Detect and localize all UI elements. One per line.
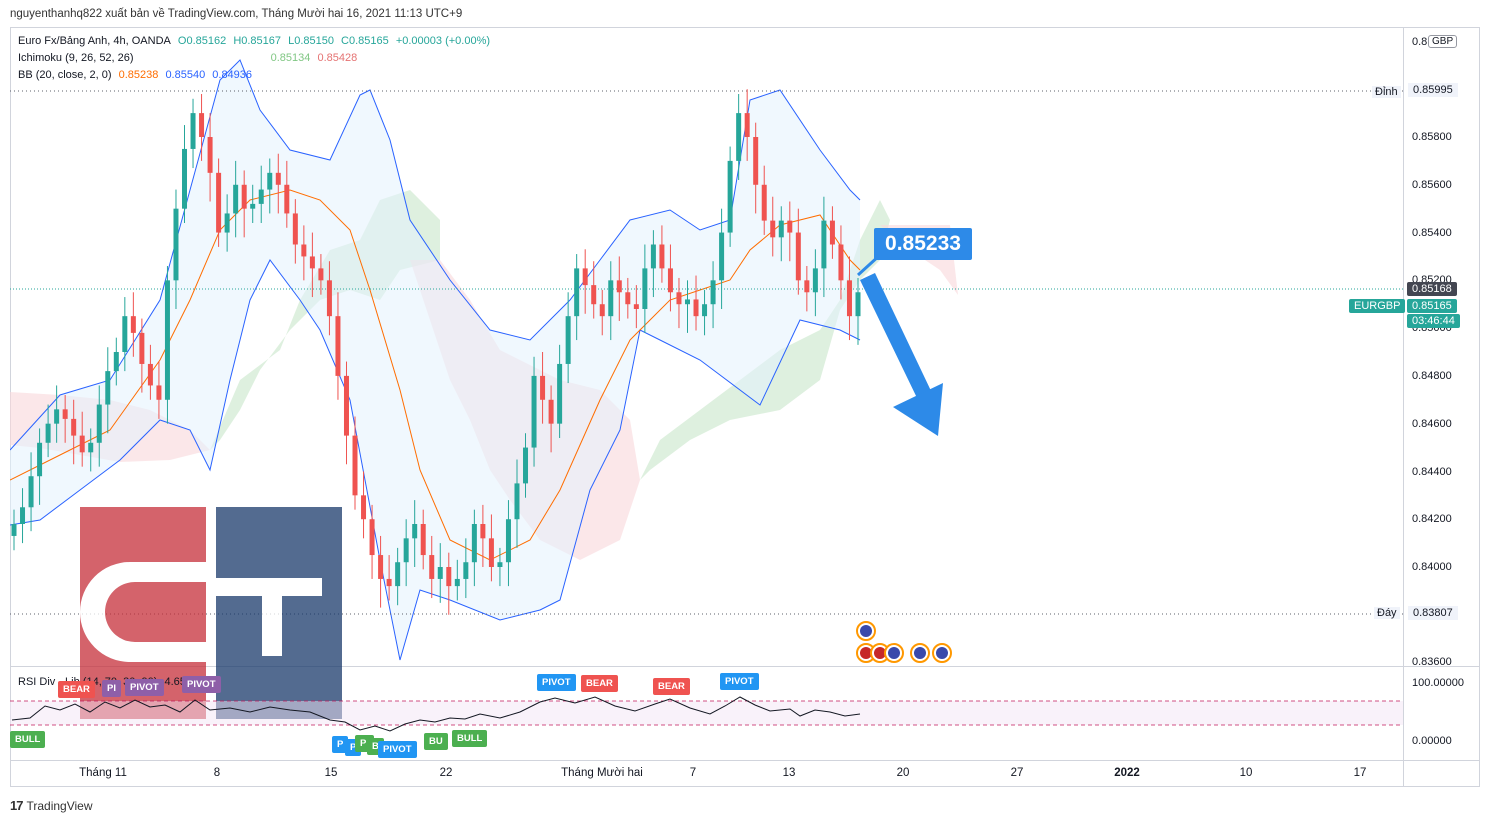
publication-header: nguyenthanhq822 xuất bản về TradingView.… xyxy=(10,8,463,20)
symbol-tag[interactable]: EURGBP xyxy=(1349,299,1406,313)
symbol-title: Euro Fx/Bảng Anh, 4h, OANDA xyxy=(18,35,171,47)
price-tick: 0.85600 xyxy=(1412,179,1452,191)
bull-signal: BULL xyxy=(10,731,46,748)
pivot-signal: PIVOT xyxy=(720,673,759,690)
high-value: H0.85167 xyxy=(233,35,282,47)
time-tick: 20 xyxy=(896,767,910,779)
bb-lower-value: 0.84936 xyxy=(212,69,253,81)
current-price-tag: 0.85165 xyxy=(1407,299,1457,313)
low-value: L0.85150 xyxy=(288,35,334,47)
time-tick: 17 xyxy=(1353,767,1367,779)
time-tick-year: 2022 xyxy=(1114,767,1140,779)
ichimoku-value-b: 0.85428 xyxy=(317,52,358,64)
price-tick: 0.84000 xyxy=(1412,561,1452,573)
time-tick: Tháng Mười hai xyxy=(561,767,643,779)
time-tick: 27 xyxy=(1010,767,1024,779)
tradingview-brand: TradingView xyxy=(26,798,93,813)
change-value: +0.00003 (+0.00%) xyxy=(395,35,491,47)
bb-legend[interactable]: BB (20, close, 2, 0) 0.85238 0.85540 0.8… xyxy=(18,69,256,81)
tradingview-footer[interactable]: 17 TradingView xyxy=(10,798,93,813)
open-value: O0.85162 xyxy=(177,35,227,47)
tradingview-logo-icon: 17 xyxy=(10,798,24,813)
ichimoku-legend[interactable]: Ichimoku (9, 26, 52, 26) 0.85134 0.85428 xyxy=(18,52,361,64)
pivot-signal: PI xyxy=(102,680,121,697)
bb-title: BB (20, close, 2, 0) xyxy=(18,69,112,81)
bear-signal: BEAR xyxy=(653,678,690,695)
rsi-axis-top: 100.00000 xyxy=(1412,677,1464,689)
price-tick: 0.85400 xyxy=(1412,227,1452,239)
pivot-signal: PIVOT xyxy=(378,741,417,758)
price-axis-separator xyxy=(1403,27,1404,787)
ichimoku-value-a: 0.85134 xyxy=(270,52,311,64)
bb-basis-value: 0.85238 xyxy=(118,69,159,81)
time-tick: 8 xyxy=(213,767,221,779)
last-price-tag: 0.85168 xyxy=(1407,282,1457,296)
price-tick: 0.84600 xyxy=(1412,418,1452,430)
rsi-axis-bottom: 0.00000 xyxy=(1412,735,1452,747)
pivot-signal: PIVOT xyxy=(125,679,164,696)
pane-separator[interactable] xyxy=(10,666,1480,667)
bb-upper-value: 0.85540 xyxy=(165,69,206,81)
pivot-signal: PIVOT xyxy=(537,674,576,691)
price-tick: 0.84400 xyxy=(1412,466,1452,478)
ichimoku-title: Ichimoku (9, 26, 52, 26) xyxy=(18,52,134,64)
price-tick: 0.84800 xyxy=(1412,370,1452,382)
pivot-signal: PIVOT xyxy=(182,676,221,693)
high-value-tag: 0.85995 xyxy=(1408,83,1458,97)
high-label: Đỉnh xyxy=(1372,86,1401,98)
price-tick: 0.83600 xyxy=(1412,656,1452,668)
time-tick: Tháng 11 xyxy=(79,767,127,779)
currency-selector[interactable]: GBP xyxy=(1428,35,1458,48)
target-price-callout[interactable]: 0.85233 xyxy=(874,228,972,260)
pivot-signal: P xyxy=(332,736,349,753)
low-label: Đáy xyxy=(1374,607,1400,619)
bull-signal: BU xyxy=(424,733,448,750)
bear-signal: BEAR xyxy=(581,675,618,692)
time-axis-separator xyxy=(10,760,1480,761)
price-tick: 0.84200 xyxy=(1412,513,1452,525)
time-tick: 10 xyxy=(1239,767,1253,779)
low-value-tag: 0.83807 xyxy=(1408,606,1458,620)
time-tick: 15 xyxy=(324,767,338,779)
bull-signal: BULL xyxy=(452,730,488,747)
bar-countdown: 03:46:44 xyxy=(1407,314,1460,328)
time-tick: 13 xyxy=(782,767,796,779)
price-tick-top: 0.8 xyxy=(1412,36,1428,48)
time-tick: 22 xyxy=(439,767,453,779)
bear-signal: BEAR xyxy=(58,681,95,698)
price-tick: 0.85800 xyxy=(1412,131,1452,143)
time-tick: 7 xyxy=(689,767,697,779)
close-value: C0.85165 xyxy=(341,35,389,47)
symbol-legend[interactable]: Euro Fx/Bảng Anh, 4h, OANDA O0.85162 H0.… xyxy=(18,35,494,47)
